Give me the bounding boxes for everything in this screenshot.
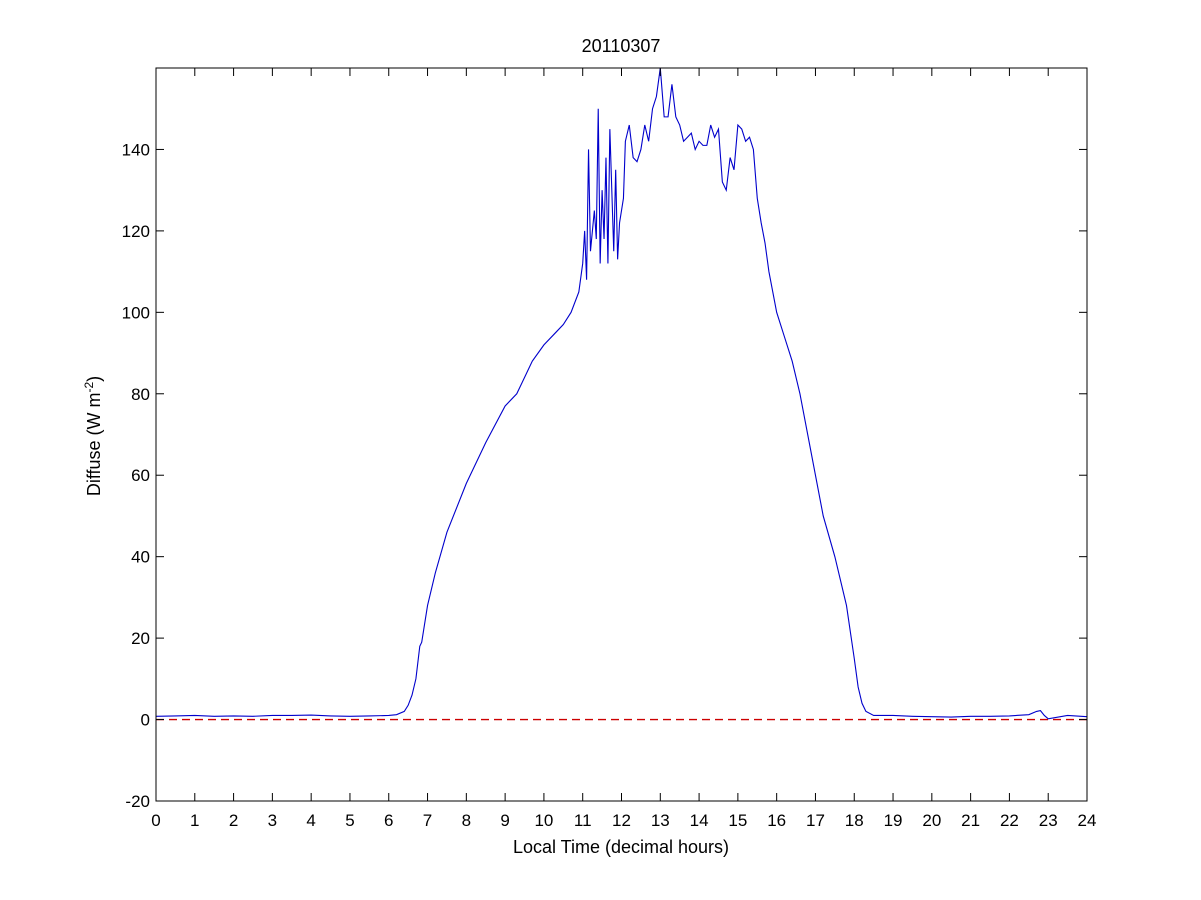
y-axis-label-close: ) [84,376,104,382]
x-tick-label: 16 [767,811,786,830]
x-tick-label: 20 [922,811,941,830]
x-tick-label: 11 [574,811,592,830]
x-tick-label: 6 [384,811,393,830]
x-tick-label: 21 [961,811,980,830]
axes: 0 1 2 3 4 5 6 7 8 9 10 11 12 13 14 15 16 17 18 19 20 21 22 23 24… [122,67,1097,830]
x-tick-label: 5 [345,811,354,830]
x-tick-label: 9 [500,811,509,830]
y-tick-label: 120 [122,222,150,241]
y-axis-label-text: Diffuse (W m [84,392,104,496]
y-axis-label-superscript: -2 [82,381,96,392]
y-tick-label: 20 [131,629,150,648]
y-tick-label: 80 [131,385,150,404]
y-tick-label: 140 [122,140,150,159]
x-tick-label: 17 [806,811,825,830]
x-tick-label: 0 [151,811,160,830]
x-tick-label: 7 [423,811,432,830]
x-tick-label: 3 [268,811,277,830]
x-tick-label: 13 [651,811,670,830]
x-tick-label: 18 [845,811,864,830]
x-tick-label: 24 [1078,811,1097,830]
x-axis-label: Local Time (decimal hours) [513,837,729,857]
y-tick-label: 0 [141,711,150,730]
x-tick-label: 2 [229,811,238,830]
y-tick-label: 100 [122,303,150,322]
y-tick-label: 60 [131,466,150,485]
diffuse-series-line [156,68,1087,720]
x-tick-label: 19 [884,811,903,830]
x-tick-label: 22 [1000,811,1019,830]
x-tick-label: 14 [690,811,709,830]
plot-area [156,68,1087,721]
x-tick-label: 8 [462,811,471,830]
x-tick-label: 4 [306,811,315,830]
y-tick-label: -20 [125,792,150,811]
x-tick-label: 10 [534,811,553,830]
x-tick-label: 23 [1039,811,1058,830]
x-tick-label: 1 [190,811,199,830]
x-tick-label: 15 [728,811,747,830]
y-tick-label: 40 [131,548,150,567]
x-tick-label: 12 [612,811,631,830]
chart-title: 20110307 [582,36,661,56]
y-axis-label: Diffuse (W m-2) [82,376,104,496]
